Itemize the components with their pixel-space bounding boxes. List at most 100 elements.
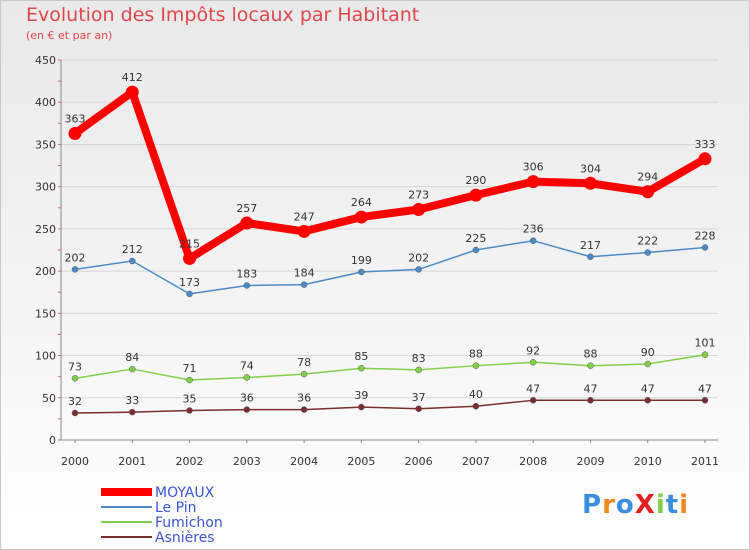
data-point — [354, 210, 368, 224]
data-point — [698, 152, 712, 166]
legend-label: Le Pin — [155, 500, 197, 516]
data-label: 39 — [354, 389, 368, 402]
data-label: 32 — [68, 395, 82, 408]
data-point — [71, 375, 79, 382]
data-point — [358, 403, 365, 411]
y-tick-label: 400 — [35, 96, 56, 109]
data-point — [701, 244, 709, 251]
x-tick-label: 2003 — [233, 455, 261, 468]
data-label: 199 — [351, 254, 372, 267]
data-label: 83 — [412, 352, 426, 365]
legend-label: Asnières — [155, 530, 215, 546]
data-label: 47 — [526, 382, 540, 395]
data-label: 202 — [408, 251, 429, 264]
data-label: 294 — [637, 171, 658, 184]
data-point — [469, 188, 483, 202]
data-point — [186, 376, 193, 384]
data-label: 33 — [125, 394, 139, 407]
data-point — [587, 253, 594, 261]
logo-letter: o — [615, 490, 635, 520]
data-label: 363 — [65, 112, 86, 125]
data-label: 90 — [641, 346, 655, 359]
data-point — [526, 175, 540, 189]
y-tick-label: 150 — [35, 307, 56, 320]
data-point — [186, 407, 193, 414]
data-point — [243, 282, 251, 289]
data-label: 290 — [465, 174, 486, 187]
data-point — [71, 266, 79, 273]
y-tick-label: 450 — [35, 54, 56, 67]
data-point — [129, 365, 136, 373]
data-point — [186, 290, 193, 298]
chart-subtitle: (en € et par an) — [26, 29, 113, 42]
data-label: 184 — [294, 267, 315, 280]
data-label: 228 — [695, 229, 716, 242]
data-point — [415, 266, 422, 273]
data-label: 222 — [637, 235, 658, 248]
data-label: 412 — [122, 71, 143, 84]
data-point — [300, 406, 308, 413]
data-label: 35 — [183, 392, 197, 405]
series-line-fumichon — [74, 353, 706, 381]
data-point — [68, 126, 82, 140]
data-point — [701, 351, 709, 358]
x-tick-label: 2001 — [118, 455, 146, 468]
x-tick-label: 2006 — [405, 455, 433, 468]
data-point — [472, 246, 480, 254]
data-point — [129, 257, 136, 265]
data-point — [472, 362, 480, 369]
series-line-asnières — [74, 399, 706, 414]
data-point — [71, 409, 79, 417]
data-point — [358, 268, 365, 276]
data-point — [644, 397, 651, 404]
logo-letter: r — [602, 490, 616, 520]
logo-letter: t — [665, 490, 680, 520]
data-label: 36 — [240, 392, 254, 405]
x-tick-label: 2007 — [462, 455, 490, 468]
data-label: 183 — [236, 267, 257, 280]
data-label: 257 — [236, 202, 257, 215]
logo-letter: P — [582, 490, 603, 520]
data-label: 74 — [240, 360, 254, 373]
y-tick-label: 300 — [35, 181, 56, 194]
data-point — [587, 362, 594, 369]
data-point — [240, 216, 254, 230]
proxiti-logo: ProXiti — [582, 490, 689, 520]
data-label: 212 — [122, 243, 143, 256]
data-label: 173 — [179, 276, 200, 289]
data-label: 215 — [179, 237, 200, 250]
data-label: 333 — [695, 138, 716, 151]
x-tick-label: 2011 — [691, 455, 719, 468]
data-point — [472, 402, 480, 410]
series-line-le pin — [74, 239, 706, 295]
data-point — [529, 237, 537, 244]
data-label: 47 — [698, 382, 712, 395]
data-label: 85 — [354, 350, 368, 363]
y-tick-label: 250 — [35, 223, 56, 236]
y-tick-label: 200 — [35, 265, 56, 278]
data-point — [583, 176, 597, 190]
data-point — [129, 408, 136, 416]
data-point — [644, 360, 651, 368]
data-point — [243, 406, 251, 413]
x-tick-label: 2008 — [519, 455, 547, 468]
x-tick-label: 2005 — [347, 455, 375, 468]
data-point — [300, 281, 308, 288]
logo-letter: X — [634, 490, 656, 520]
data-point — [587, 397, 594, 404]
logo-letter: i — [679, 490, 690, 520]
data-label: 236 — [523, 223, 544, 236]
data-point — [644, 249, 651, 256]
data-label: 37 — [412, 391, 426, 404]
data-label: 306 — [523, 161, 544, 174]
data-label: 202 — [65, 251, 86, 264]
logo-letter: i — [655, 490, 666, 520]
data-point — [529, 397, 537, 404]
x-tick-label: 2009 — [576, 455, 604, 468]
data-label: 217 — [580, 239, 601, 252]
data-label: 264 — [351, 196, 372, 209]
series-line-moyaux — [71, 88, 709, 263]
data-point — [297, 224, 311, 238]
